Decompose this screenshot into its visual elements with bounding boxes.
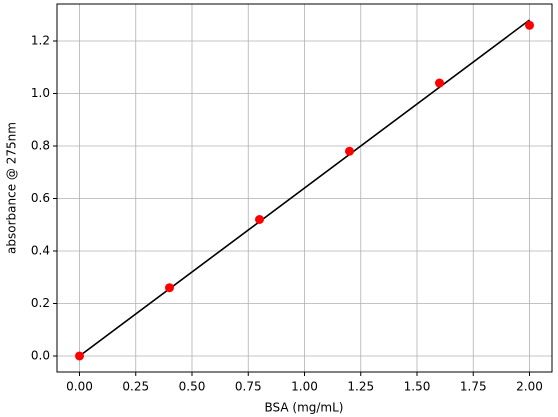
y-tick-label: 1.2 — [31, 34, 50, 48]
y-tick-label: 0.8 — [31, 139, 50, 153]
y-tick-label: 0.2 — [31, 296, 50, 310]
fit-line — [79, 19, 530, 357]
x-tick-label: 0.75 — [235, 380, 262, 394]
x-axis-label: BSA (mg/mL) — [265, 401, 344, 415]
y-axis-label: absorbance @ 275nm — [5, 122, 19, 254]
x-tick-label: 0.00 — [66, 380, 93, 394]
y-tick-label: 0.0 — [31, 348, 50, 362]
x-tick-label: 2.00 — [516, 380, 543, 394]
plot-frame — [56, 3, 553, 373]
y-tick-label: 1.0 — [31, 86, 50, 100]
data-point — [75, 351, 84, 361]
x-tick-label: 1.25 — [347, 380, 374, 394]
x-tick-label: 0.50 — [179, 380, 206, 394]
data-point — [525, 20, 534, 30]
y-tick-label: 0.6 — [31, 191, 50, 205]
data-point — [165, 283, 174, 293]
x-tick-label: 1.50 — [404, 380, 431, 394]
data-point — [255, 214, 264, 224]
x-tick-label: 1.00 — [291, 380, 318, 394]
data-point — [435, 78, 444, 88]
data-point — [345, 146, 354, 156]
x-tick-label: 0.25 — [122, 380, 149, 394]
y-tick-label: 0.4 — [31, 243, 50, 257]
x-tick-label: 1.75 — [460, 380, 487, 394]
